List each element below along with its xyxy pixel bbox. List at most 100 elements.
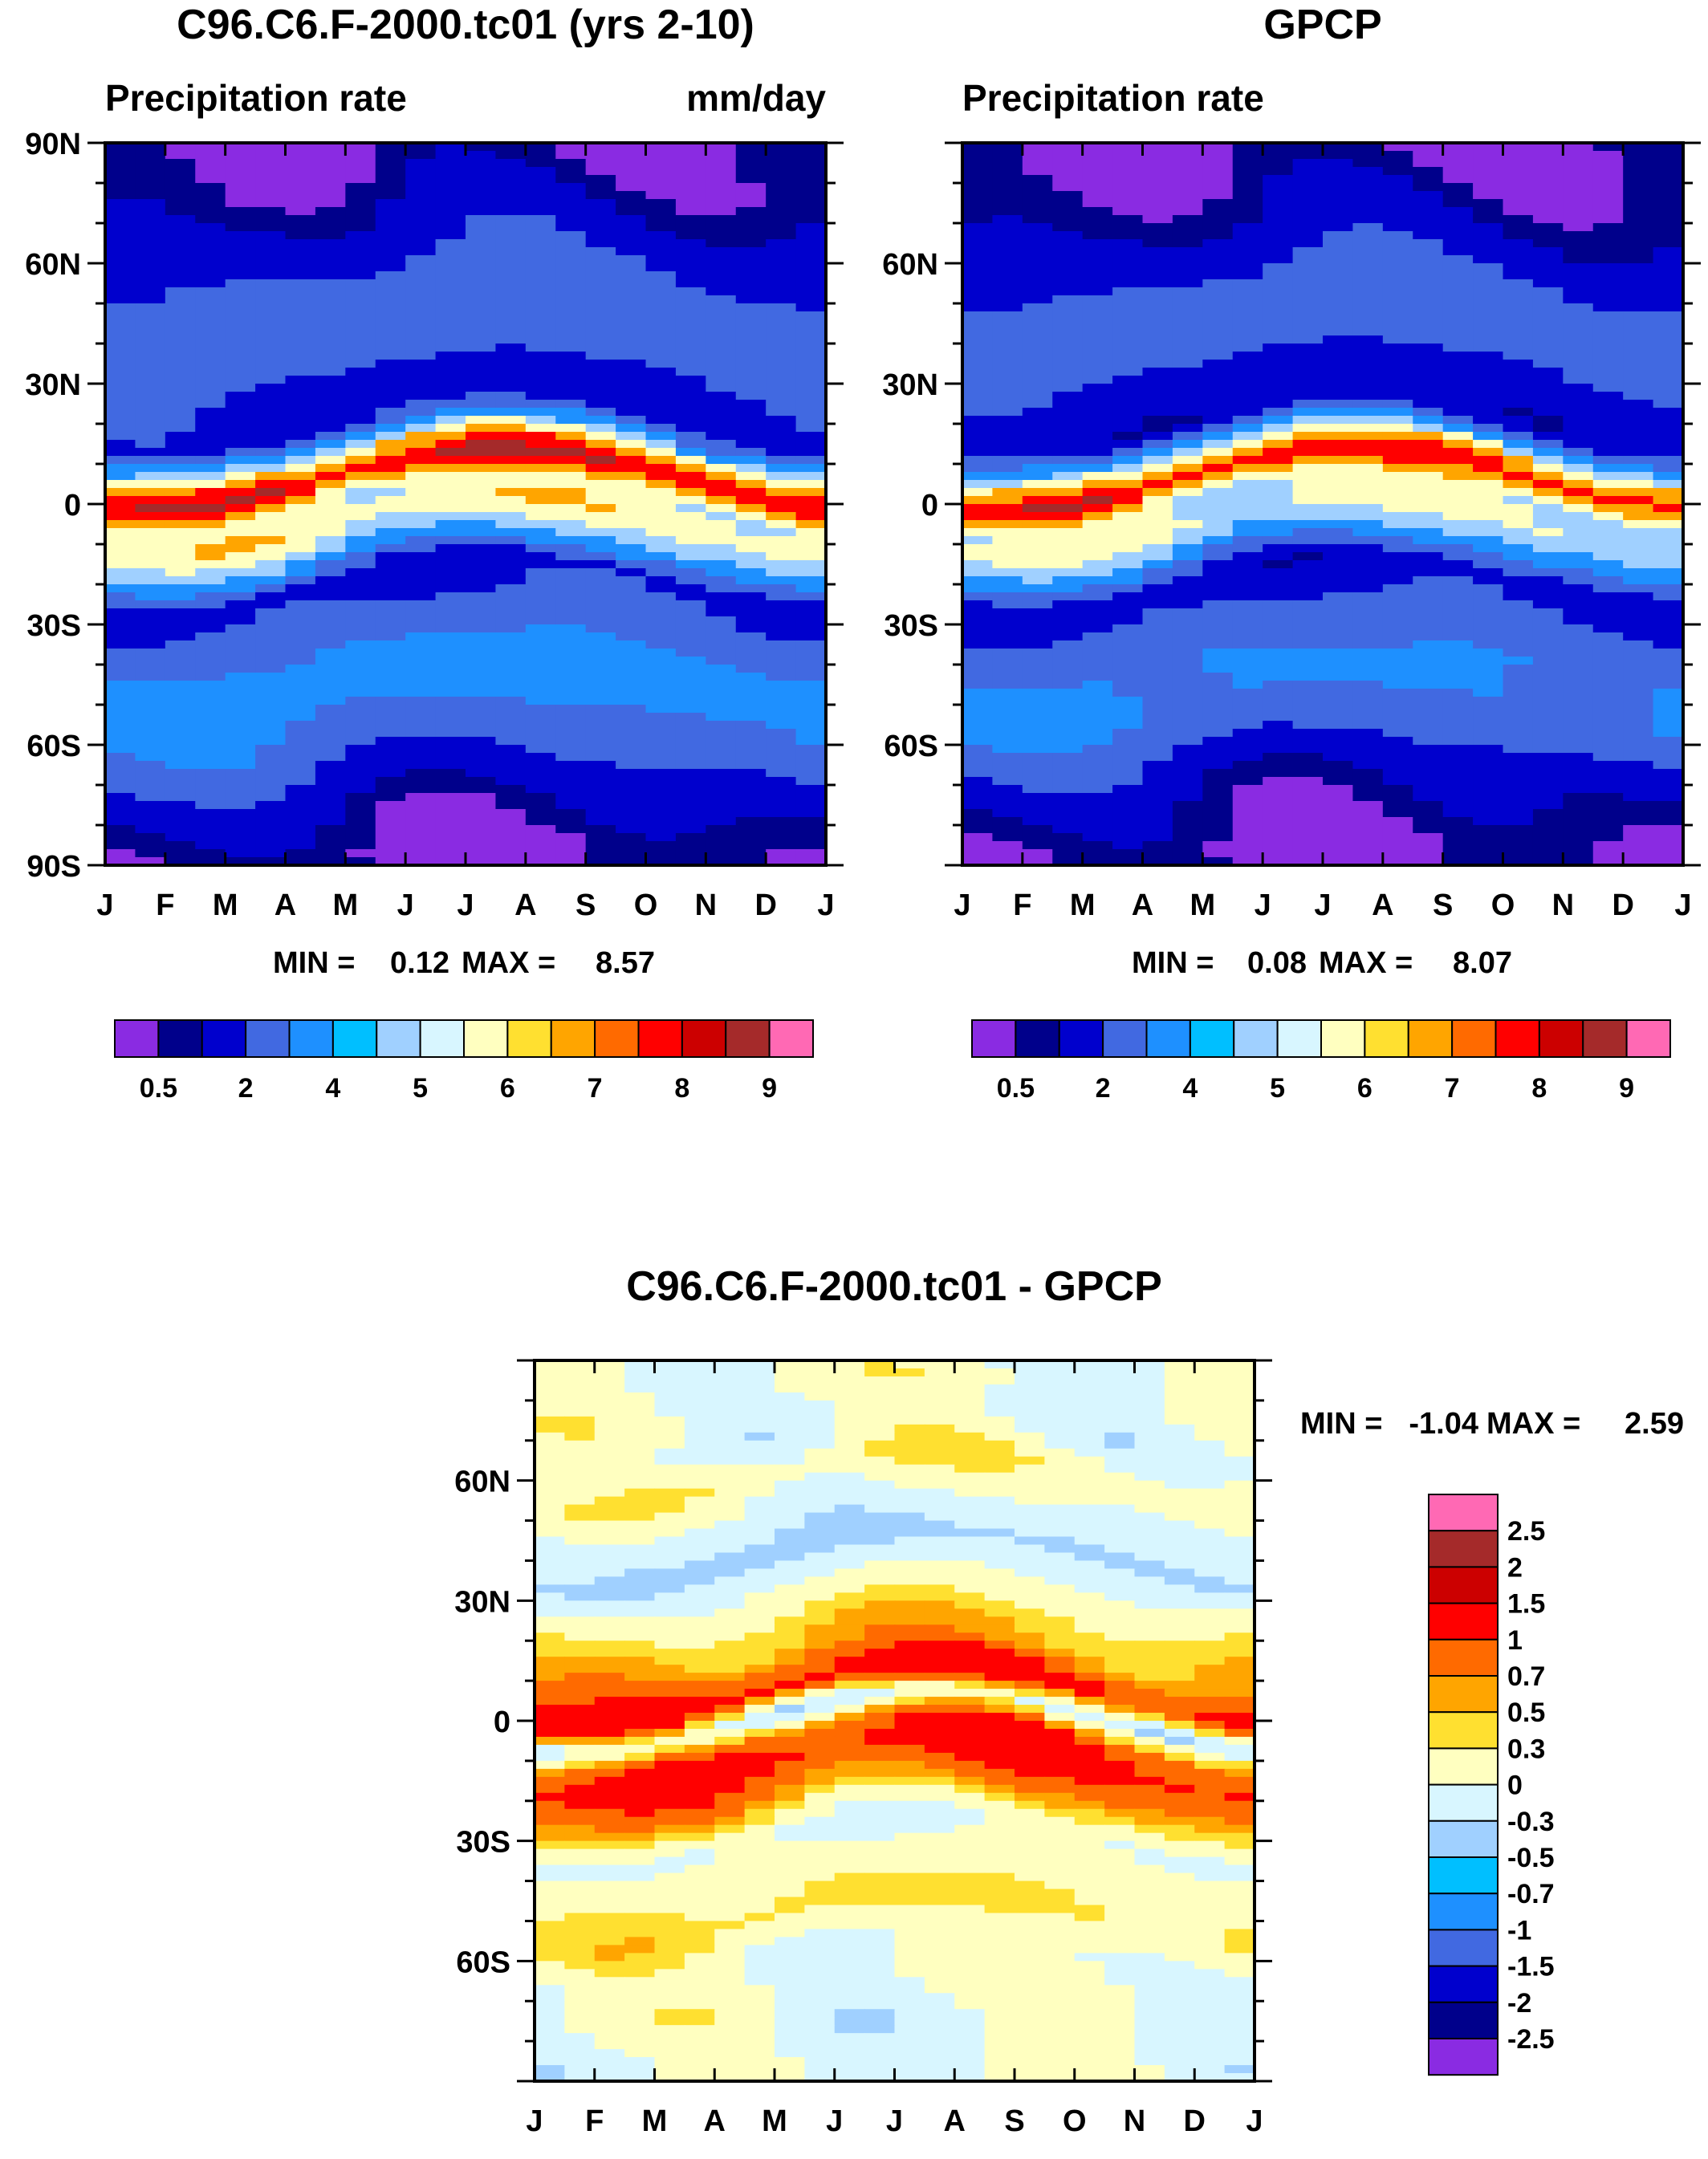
field-cell — [405, 279, 436, 288]
field-cell — [1202, 360, 1233, 368]
field-cell — [1653, 199, 1684, 208]
field-cell — [405, 665, 436, 673]
field-cell — [1225, 1368, 1255, 1377]
field-cell — [405, 368, 436, 376]
field-cell — [495, 271, 526, 280]
field-cell — [1143, 368, 1173, 376]
field-cell — [962, 352, 993, 360]
field-cell — [1593, 673, 1624, 681]
field-cell — [105, 632, 136, 641]
field-cell — [1083, 231, 1113, 240]
field-cell — [646, 472, 677, 481]
field-cell — [1593, 753, 1624, 762]
field-cell — [555, 239, 586, 248]
field-cell — [1233, 344, 1263, 352]
field-cell — [526, 167, 556, 176]
field-cell — [954, 1489, 985, 1498]
field-cell — [195, 705, 226, 714]
field-cell — [255, 849, 286, 858]
field-cell — [1653, 408, 1684, 417]
field-cell — [226, 255, 256, 264]
field-cell — [466, 552, 496, 561]
field-cell — [376, 809, 406, 818]
field-cell — [1503, 335, 1534, 344]
field-cell — [466, 745, 496, 754]
field-cell — [1233, 568, 1263, 577]
field-cell — [1623, 681, 1653, 689]
field-cell — [315, 488, 346, 497]
field-cell — [1323, 287, 1353, 296]
field-cell — [405, 496, 436, 505]
field-cell — [1323, 841, 1353, 850]
field-cell — [526, 817, 556, 826]
field-cell — [495, 400, 526, 409]
field-cell — [766, 624, 796, 633]
field-cell — [992, 295, 1023, 304]
field-cell — [376, 705, 406, 714]
field-cell — [1173, 352, 1203, 360]
field-cell — [925, 1449, 955, 1458]
field-cell — [1143, 592, 1173, 601]
field-cell — [766, 600, 796, 609]
field-cell — [1165, 1441, 1195, 1449]
field-cell — [535, 1417, 565, 1425]
field-cell — [195, 303, 226, 312]
field-cell — [962, 608, 993, 617]
field-cell — [1503, 311, 1534, 320]
field-cell — [286, 223, 316, 232]
field-cell — [376, 713, 406, 722]
field-cell — [1653, 327, 1684, 336]
field-cell — [135, 713, 165, 722]
field-cell — [1352, 520, 1383, 529]
field-cell — [586, 568, 616, 577]
field-cell — [286, 480, 316, 489]
field-cell — [1143, 167, 1173, 176]
field-cell — [436, 448, 466, 457]
field-cell — [555, 729, 586, 738]
field-cell — [1112, 721, 1143, 730]
field-cell — [706, 215, 736, 224]
field-cell — [925, 1409, 955, 1417]
field-cell — [714, 1401, 745, 1409]
field-cell — [1503, 344, 1534, 352]
field-cell — [1233, 649, 1263, 657]
field-cell — [1112, 295, 1143, 304]
field-cell — [315, 801, 346, 810]
field-cell — [1352, 817, 1383, 826]
field-cell — [835, 1441, 865, 1449]
field-cell — [1052, 624, 1083, 633]
field-cell — [962, 817, 993, 826]
colorbar-box — [1015, 1020, 1059, 1057]
field-cell — [646, 624, 677, 633]
colorbar-box — [1583, 1020, 1626, 1057]
field-cell — [586, 368, 616, 376]
field-cell — [796, 576, 827, 585]
field-cell — [992, 448, 1023, 457]
field-cell — [195, 360, 226, 368]
field-cell — [1413, 632, 1443, 641]
field-cell — [1083, 849, 1113, 858]
field-cell — [962, 544, 993, 553]
field-cell — [1383, 624, 1413, 633]
field-cell — [466, 408, 496, 417]
field-cell — [1533, 408, 1564, 417]
field-cell — [736, 745, 767, 754]
field-cell — [1473, 271, 1503, 280]
field-cell — [165, 432, 196, 441]
colorbar-box — [464, 1020, 507, 1057]
field-cell — [495, 544, 526, 553]
field-cell — [796, 608, 827, 617]
field-cell — [286, 239, 316, 248]
field-cell — [586, 432, 616, 441]
field-cell — [376, 729, 406, 738]
field-cell — [1165, 1368, 1195, 1377]
field-cell — [796, 151, 827, 160]
field-cell — [436, 745, 466, 754]
field-cell — [226, 223, 256, 232]
field-cell — [1413, 327, 1443, 336]
field-cell — [1653, 400, 1684, 409]
field-cell — [286, 793, 316, 802]
field-cell — [495, 207, 526, 216]
field-cell — [1473, 440, 1503, 449]
